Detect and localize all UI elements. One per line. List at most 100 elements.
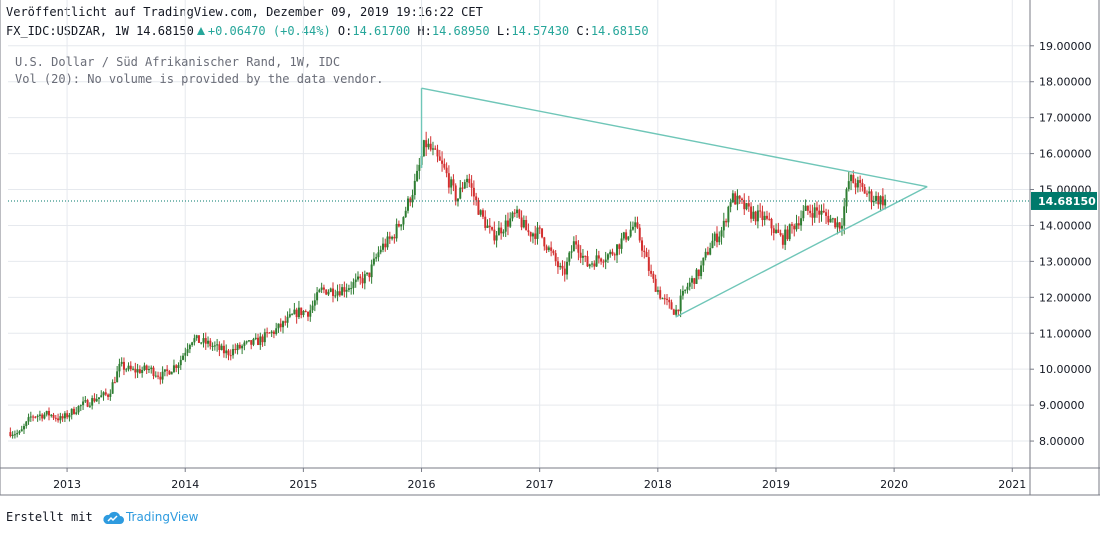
candle-body xyxy=(865,193,868,195)
candle-body xyxy=(729,202,732,207)
candle-body xyxy=(616,244,619,256)
candle-body xyxy=(134,368,137,373)
candle-body xyxy=(350,288,353,290)
candle-body xyxy=(220,345,223,350)
last-price-label: 14.68150 xyxy=(136,24,194,38)
candle-body xyxy=(57,418,60,421)
symbol-ohlc-line: FX_IDC:USDZAR, 1W 14.68150 +0.06470 (+0.4… xyxy=(6,24,649,38)
candle-body xyxy=(811,213,814,218)
candle-body xyxy=(416,170,419,181)
candle-body xyxy=(588,264,591,267)
candle-body xyxy=(854,183,857,188)
candle-body xyxy=(388,236,391,239)
candle-body xyxy=(263,332,266,343)
candle-body xyxy=(154,375,157,377)
candle-body xyxy=(209,340,212,347)
candle-body xyxy=(777,229,780,233)
candle-body xyxy=(647,257,650,271)
tradingview-brand-link[interactable]: TradingView xyxy=(125,510,199,524)
candle-body xyxy=(522,219,525,228)
y-tick-label: 18.00000 xyxy=(1039,76,1092,89)
candle-body xyxy=(20,429,23,432)
candle-body xyxy=(45,410,48,415)
candle-body xyxy=(556,261,559,268)
candle-body xyxy=(479,210,482,215)
candle-body xyxy=(472,187,475,197)
candle-body xyxy=(688,282,691,287)
candle-body xyxy=(713,233,716,241)
candle-body xyxy=(36,415,39,417)
candle-body xyxy=(170,371,173,375)
candle-body xyxy=(77,406,80,413)
candle-body xyxy=(152,367,155,376)
candle-body xyxy=(304,311,307,313)
candle-body xyxy=(332,288,335,296)
candle-body xyxy=(738,195,741,199)
candle-body xyxy=(359,276,362,279)
candle-body xyxy=(291,314,294,316)
candle-body xyxy=(309,310,312,317)
candle-body xyxy=(418,164,421,171)
candle-body xyxy=(43,414,46,419)
candle-body xyxy=(443,163,446,168)
candle-body xyxy=(297,307,300,318)
candle-body xyxy=(675,309,678,315)
y-tick-label: 16.00000 xyxy=(1039,148,1092,161)
candle-body xyxy=(354,279,357,283)
candle-body xyxy=(213,345,216,347)
candle-body xyxy=(813,207,816,218)
candle-body xyxy=(250,340,253,345)
candle-body xyxy=(452,179,455,186)
candle-body xyxy=(870,191,873,203)
candle-body xyxy=(881,196,884,206)
trendline-lower xyxy=(675,186,928,318)
candle-body xyxy=(216,344,219,346)
candle-body xyxy=(525,219,528,231)
candle-body xyxy=(127,365,130,370)
candle-body xyxy=(338,291,341,296)
candle-body xyxy=(184,352,187,356)
candle-body xyxy=(468,178,471,184)
candle-body xyxy=(243,342,246,346)
y-tick-label: 13.00000 xyxy=(1039,255,1092,268)
candle-body xyxy=(70,408,73,416)
candle-body xyxy=(752,211,755,219)
candle-body xyxy=(22,426,25,430)
candle-body xyxy=(288,314,291,317)
candle-body xyxy=(879,196,882,205)
candle-body xyxy=(91,398,94,406)
candle-body xyxy=(861,182,864,187)
candle-body xyxy=(859,180,862,183)
candle-body xyxy=(320,287,323,290)
candle-body xyxy=(227,350,230,356)
candle-body xyxy=(409,198,412,203)
grid-lines xyxy=(8,0,1030,468)
candle-body xyxy=(195,335,198,339)
candle-body xyxy=(772,228,775,234)
candle-body xyxy=(604,259,607,263)
candle-body xyxy=(809,210,812,214)
candle-body xyxy=(459,187,462,199)
candle-body xyxy=(800,218,803,226)
candle-body xyxy=(606,254,609,260)
series-legend: U.S. Dollar / Süd Afrikanischer Rand, 1W… xyxy=(15,55,341,69)
candle-body xyxy=(500,227,503,234)
candle-body xyxy=(720,230,723,237)
candle-body xyxy=(391,236,394,239)
candle-body xyxy=(745,203,748,210)
close-value: 14.68150 xyxy=(590,24,649,38)
candle-body xyxy=(793,225,796,230)
candle-body xyxy=(32,416,35,418)
candle-body xyxy=(211,345,214,347)
candle-body xyxy=(652,273,655,279)
candle-body xyxy=(282,321,285,328)
candle-body xyxy=(168,370,171,375)
candle-body xyxy=(818,210,821,215)
candle-body xyxy=(16,433,19,435)
candle-body xyxy=(529,232,532,237)
candle-body xyxy=(327,291,330,295)
candle-body xyxy=(568,252,571,262)
candle-body xyxy=(59,416,62,421)
candle-body xyxy=(511,212,514,219)
